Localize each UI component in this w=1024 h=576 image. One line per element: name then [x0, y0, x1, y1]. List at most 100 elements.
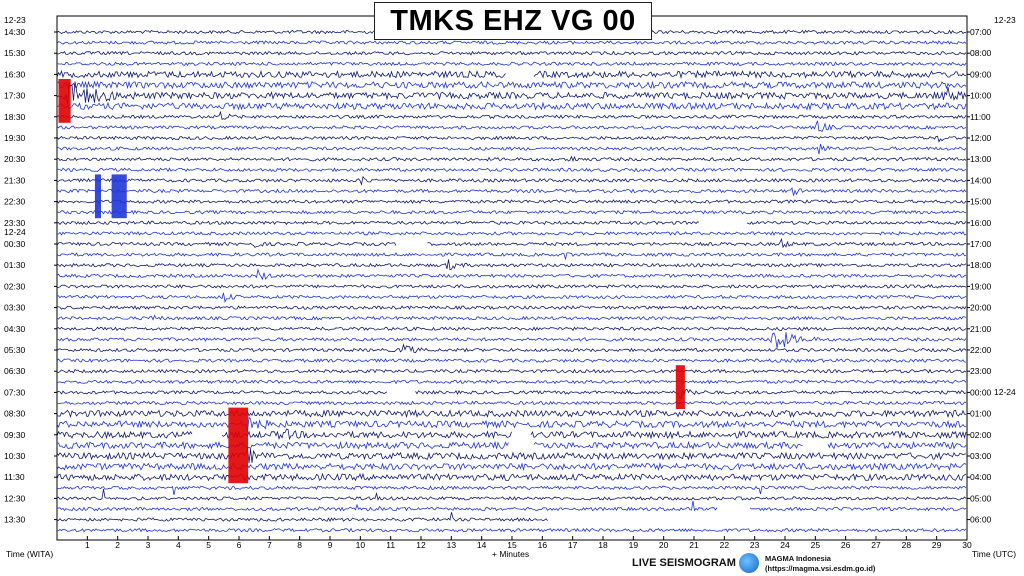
x-tick-label: 10	[356, 540, 366, 550]
right-tick-label: 00:00	[970, 387, 992, 397]
right-tick-label: 19:00	[970, 281, 992, 291]
left-tick-label: 00:30	[4, 239, 26, 249]
live-seismogram-label: LIVE SEISMOGRAM	[632, 557, 736, 569]
trace-row-12	[57, 155, 967, 163]
left-date-mid: 12-24	[4, 227, 26, 237]
x-tick-label: 24	[780, 540, 790, 550]
trace-row-46	[56, 512, 548, 522]
trace-row-8	[56, 110, 967, 120]
left-tick-label: 02:30	[4, 281, 26, 291]
trace-row-38	[56, 428, 967, 441]
x-tick-label: 25	[811, 540, 821, 550]
left-tick-label: 19:30	[4, 133, 26, 143]
x-tick-label: 4	[176, 540, 181, 550]
left-tick-label: 13:30	[4, 515, 26, 525]
right-tick-label: 07:00	[970, 27, 992, 37]
trace-row-14	[56, 175, 967, 186]
left-tick-label: 07:30	[4, 387, 26, 397]
right-tick-label: 03:00	[970, 451, 992, 461]
trace-row-36	[56, 409, 967, 419]
trace-row-3	[56, 61, 967, 67]
left-tick-label: 06:30	[4, 366, 26, 376]
trace-row-34	[56, 388, 967, 400]
trace-row-6	[56, 81, 967, 105]
x-tick-label: 1	[85, 540, 90, 550]
x-tick-label: 16	[538, 540, 548, 550]
trace-row-9	[56, 120, 967, 132]
trace-row-32	[56, 368, 967, 374]
trace-row-20	[56, 237, 967, 249]
right-tick-label: 23:00	[970, 366, 992, 376]
left-tick-label: 05:30	[4, 345, 26, 355]
x-tick-label: 19	[629, 540, 639, 550]
right-tick-label: 21:00	[970, 324, 992, 334]
trace-row-15	[56, 187, 967, 196]
right-tick-label: 18:00	[970, 260, 992, 270]
right-tick-label: 16:00	[970, 218, 992, 228]
trace-row-31	[56, 358, 967, 363]
x-tick-label: 18	[598, 540, 608, 550]
trace-row-13	[56, 167, 967, 173]
left-tick-label: 10:30	[4, 451, 26, 461]
trace-row-47	[56, 527, 967, 533]
x-tick-label: 26	[841, 540, 851, 550]
trace-row-21	[56, 252, 967, 261]
left-tick-label: 14:30	[4, 27, 26, 37]
right-tick-label: 15:00	[970, 197, 992, 207]
left-tick-label: 01:30	[4, 260, 26, 270]
trace-row-11	[56, 143, 967, 155]
trace-row-42	[56, 472, 967, 482]
left-tick-label: 04:30	[4, 324, 26, 334]
right-tick-label: 01:00	[970, 409, 992, 419]
x-tick-label: 28	[902, 540, 912, 550]
trace-row-7	[56, 101, 967, 111]
left-tick-label: 08:30	[4, 409, 26, 419]
trace-row-1	[56, 40, 967, 45]
x-tick-label: 11	[386, 540, 395, 550]
trace-row-19	[57, 231, 967, 236]
clipped-block-1	[94, 174, 101, 219]
x-tick-label: 23	[750, 540, 760, 550]
clipped-block-2	[111, 174, 127, 219]
trace-row-44	[56, 489, 967, 501]
clipped-block-0	[58, 79, 71, 123]
x-tick-label: 27	[871, 540, 881, 550]
right-tick-label: 14:00	[970, 175, 992, 185]
x-tick-label: 2	[115, 540, 120, 550]
left-tick-label: 03:30	[4, 303, 26, 313]
right-tick-label: 20:00	[970, 303, 992, 313]
left-axis-label: Time (WITA)	[6, 549, 54, 559]
trace-row-41	[56, 462, 967, 472]
x-tick-label: 8	[297, 540, 302, 550]
trace-row-35	[57, 400, 967, 406]
x-tick-label: 7	[267, 540, 272, 550]
trace-row-33	[56, 379, 967, 385]
trace-row-28	[56, 326, 967, 332]
left-tick-label: 18:30	[4, 112, 26, 122]
right-tick-label: 05:00	[970, 493, 992, 503]
x-tick-label: 30	[962, 540, 972, 550]
chart-title: TMKS EHZ VG 00	[374, 2, 652, 40]
trace-row-16	[56, 199, 967, 205]
right-tick-label: 08:00	[970, 48, 992, 58]
x-tick-label: 12	[416, 540, 426, 550]
left-tick-label: 23:30	[4, 218, 26, 228]
clipped-block-4	[228, 407, 249, 484]
right-date-top: 12-23	[994, 15, 1016, 25]
right-tick-label: 06:00	[970, 515, 992, 525]
org-url[interactable]: (https://magma.vsi.esdm.go.id)	[765, 564, 876, 573]
right-tick-label: 02:00	[970, 430, 992, 440]
x-tick-label: 5	[206, 540, 211, 550]
x-tick-label: 3	[146, 540, 151, 550]
trace-row-10	[56, 135, 967, 143]
left-tick-label: 11:30	[4, 472, 25, 482]
trace-row-30	[56, 343, 967, 354]
left-tick-label: 15:30	[4, 48, 26, 58]
right-tick-label: 04:00	[970, 472, 992, 482]
trace-row-23	[56, 268, 967, 281]
left-tick-label: 12:30	[4, 493, 26, 503]
right-tick-label: 13:00	[970, 154, 992, 164]
trace-row-29	[56, 332, 967, 349]
x-tick-label: 13	[447, 540, 457, 550]
